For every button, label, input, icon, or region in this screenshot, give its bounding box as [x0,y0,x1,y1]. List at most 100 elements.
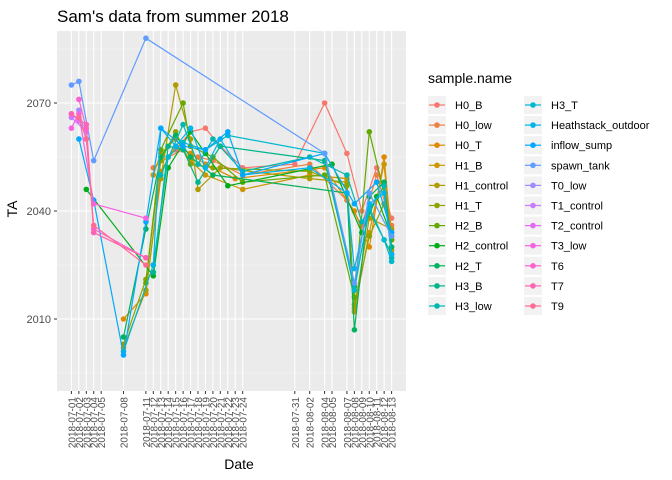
data-point [187,125,194,131]
data-point [373,172,380,178]
data-point [202,147,209,153]
legend-item: H2_B [428,216,483,235]
data-point [373,179,380,185]
data-point [381,190,387,196]
data-point [388,258,395,265]
legend-item: H0_T [428,136,482,155]
series-line [70,111,147,219]
legend-key-point [530,202,536,209]
legend-label: spawn_tank [551,160,610,172]
legend-label: T6 [551,261,564,273]
data-point [225,129,231,135]
data-point [306,175,313,182]
data-point [180,100,186,106]
legend-key-point [434,202,440,209]
x-tick-label: 2018-08-08 [350,397,361,449]
x-tick-label: 2018-08-05 [328,397,339,449]
legend-item: H3_T [524,96,578,114]
legend-item: T0_low [524,176,587,195]
legend-item: Heathstack_outdoor [524,116,650,135]
x-tick-label: 2018-08-09 [358,397,369,449]
data-point [321,100,328,106]
data-point [76,136,82,142]
legend-item: spawn_tank [524,156,610,175]
data-point [143,254,149,261]
data-point [292,161,298,167]
legend-label: T9 [551,301,564,313]
x-tick-label: 2018-08-02 [306,397,317,449]
data-point [195,161,201,167]
data-point [120,334,127,340]
legend-label: H3_low [455,301,492,313]
legend-label: H0_low [455,120,492,132]
data-point [68,111,75,117]
data-point [172,143,179,149]
legend-item: T3_low [524,236,587,255]
data-point [321,150,328,157]
x-tick-label: 2018-07-13 [157,397,168,449]
data-point [143,35,149,41]
data-point [381,237,387,243]
x-tick-label: 2018-07-20 [209,397,220,449]
legend-key-point [434,142,440,148]
data-point [217,136,224,142]
legend: sample.name H0_B H0_low H0_T H1_B H1_control… [428,70,650,315]
legend-label: T7 [551,281,564,293]
legend-label: H2_B [455,221,483,233]
x-tick-label: 2018-08-13 [388,397,399,449]
legend-label: H0_T [455,140,482,152]
data-point [381,183,387,189]
legend-label: H1_T [455,201,482,213]
data-point [388,244,395,250]
legend-item: H1_control [428,176,508,195]
legend-label: T3_low [551,241,587,253]
legend-label: H2_T [455,261,482,273]
x-tick-label: 2018-07-12 [149,397,160,449]
x-axis-title: Date [224,456,254,472]
x-tick-label: 2018-07-08 [120,397,131,449]
legend-item: H1_T [428,196,482,215]
legend-key-point [434,263,440,269]
data-point [344,183,350,189]
x-tick-label: 2018-08-04 [321,397,332,449]
data-point [83,136,90,142]
x-tick-label: 2018-07-05 [97,397,108,449]
data-point [165,143,171,149]
x-tick-label: 2018-07-24 [239,397,250,449]
data-point [366,244,373,250]
x-tick-label: 2018-07-01 [67,397,78,449]
legend-item: T6 [524,256,564,275]
legend-label: H1_B [455,160,483,172]
data-point [195,179,201,185]
data-point [143,215,149,221]
legend-item: T7 [524,276,564,295]
x-tick-label: 2018-07-19 [201,397,212,449]
legend-key-point [434,102,440,108]
x-tick-label: 2018-07-04 [90,397,101,449]
data-point [180,143,186,149]
data-point [225,183,231,189]
legend-item: H2_T [428,256,482,275]
legend-item: H1_B [428,156,483,175]
data-point [351,280,358,286]
legend-key-point [434,162,440,169]
data-point [165,154,171,160]
legend-key-point [530,142,536,148]
y-tick-label: 2070 [27,98,51,110]
x-tick-label: 2018-07-17 [187,397,198,449]
series-T9 [76,114,149,268]
x-tick-label: 2018-07-18 [194,397,205,449]
data-point [90,157,97,164]
legend-label: T1_control [551,201,603,213]
data-point [239,186,246,193]
legend-title: sample.name [428,70,512,86]
series-spawn_tank [68,35,395,286]
data-point [381,161,387,167]
data-point [366,233,373,239]
legend-key-point [434,283,440,289]
x-tick-label: 2018-07-11 [142,397,153,448]
data-point [143,262,149,268]
data-point [158,172,164,178]
legend-key-point [434,222,440,229]
